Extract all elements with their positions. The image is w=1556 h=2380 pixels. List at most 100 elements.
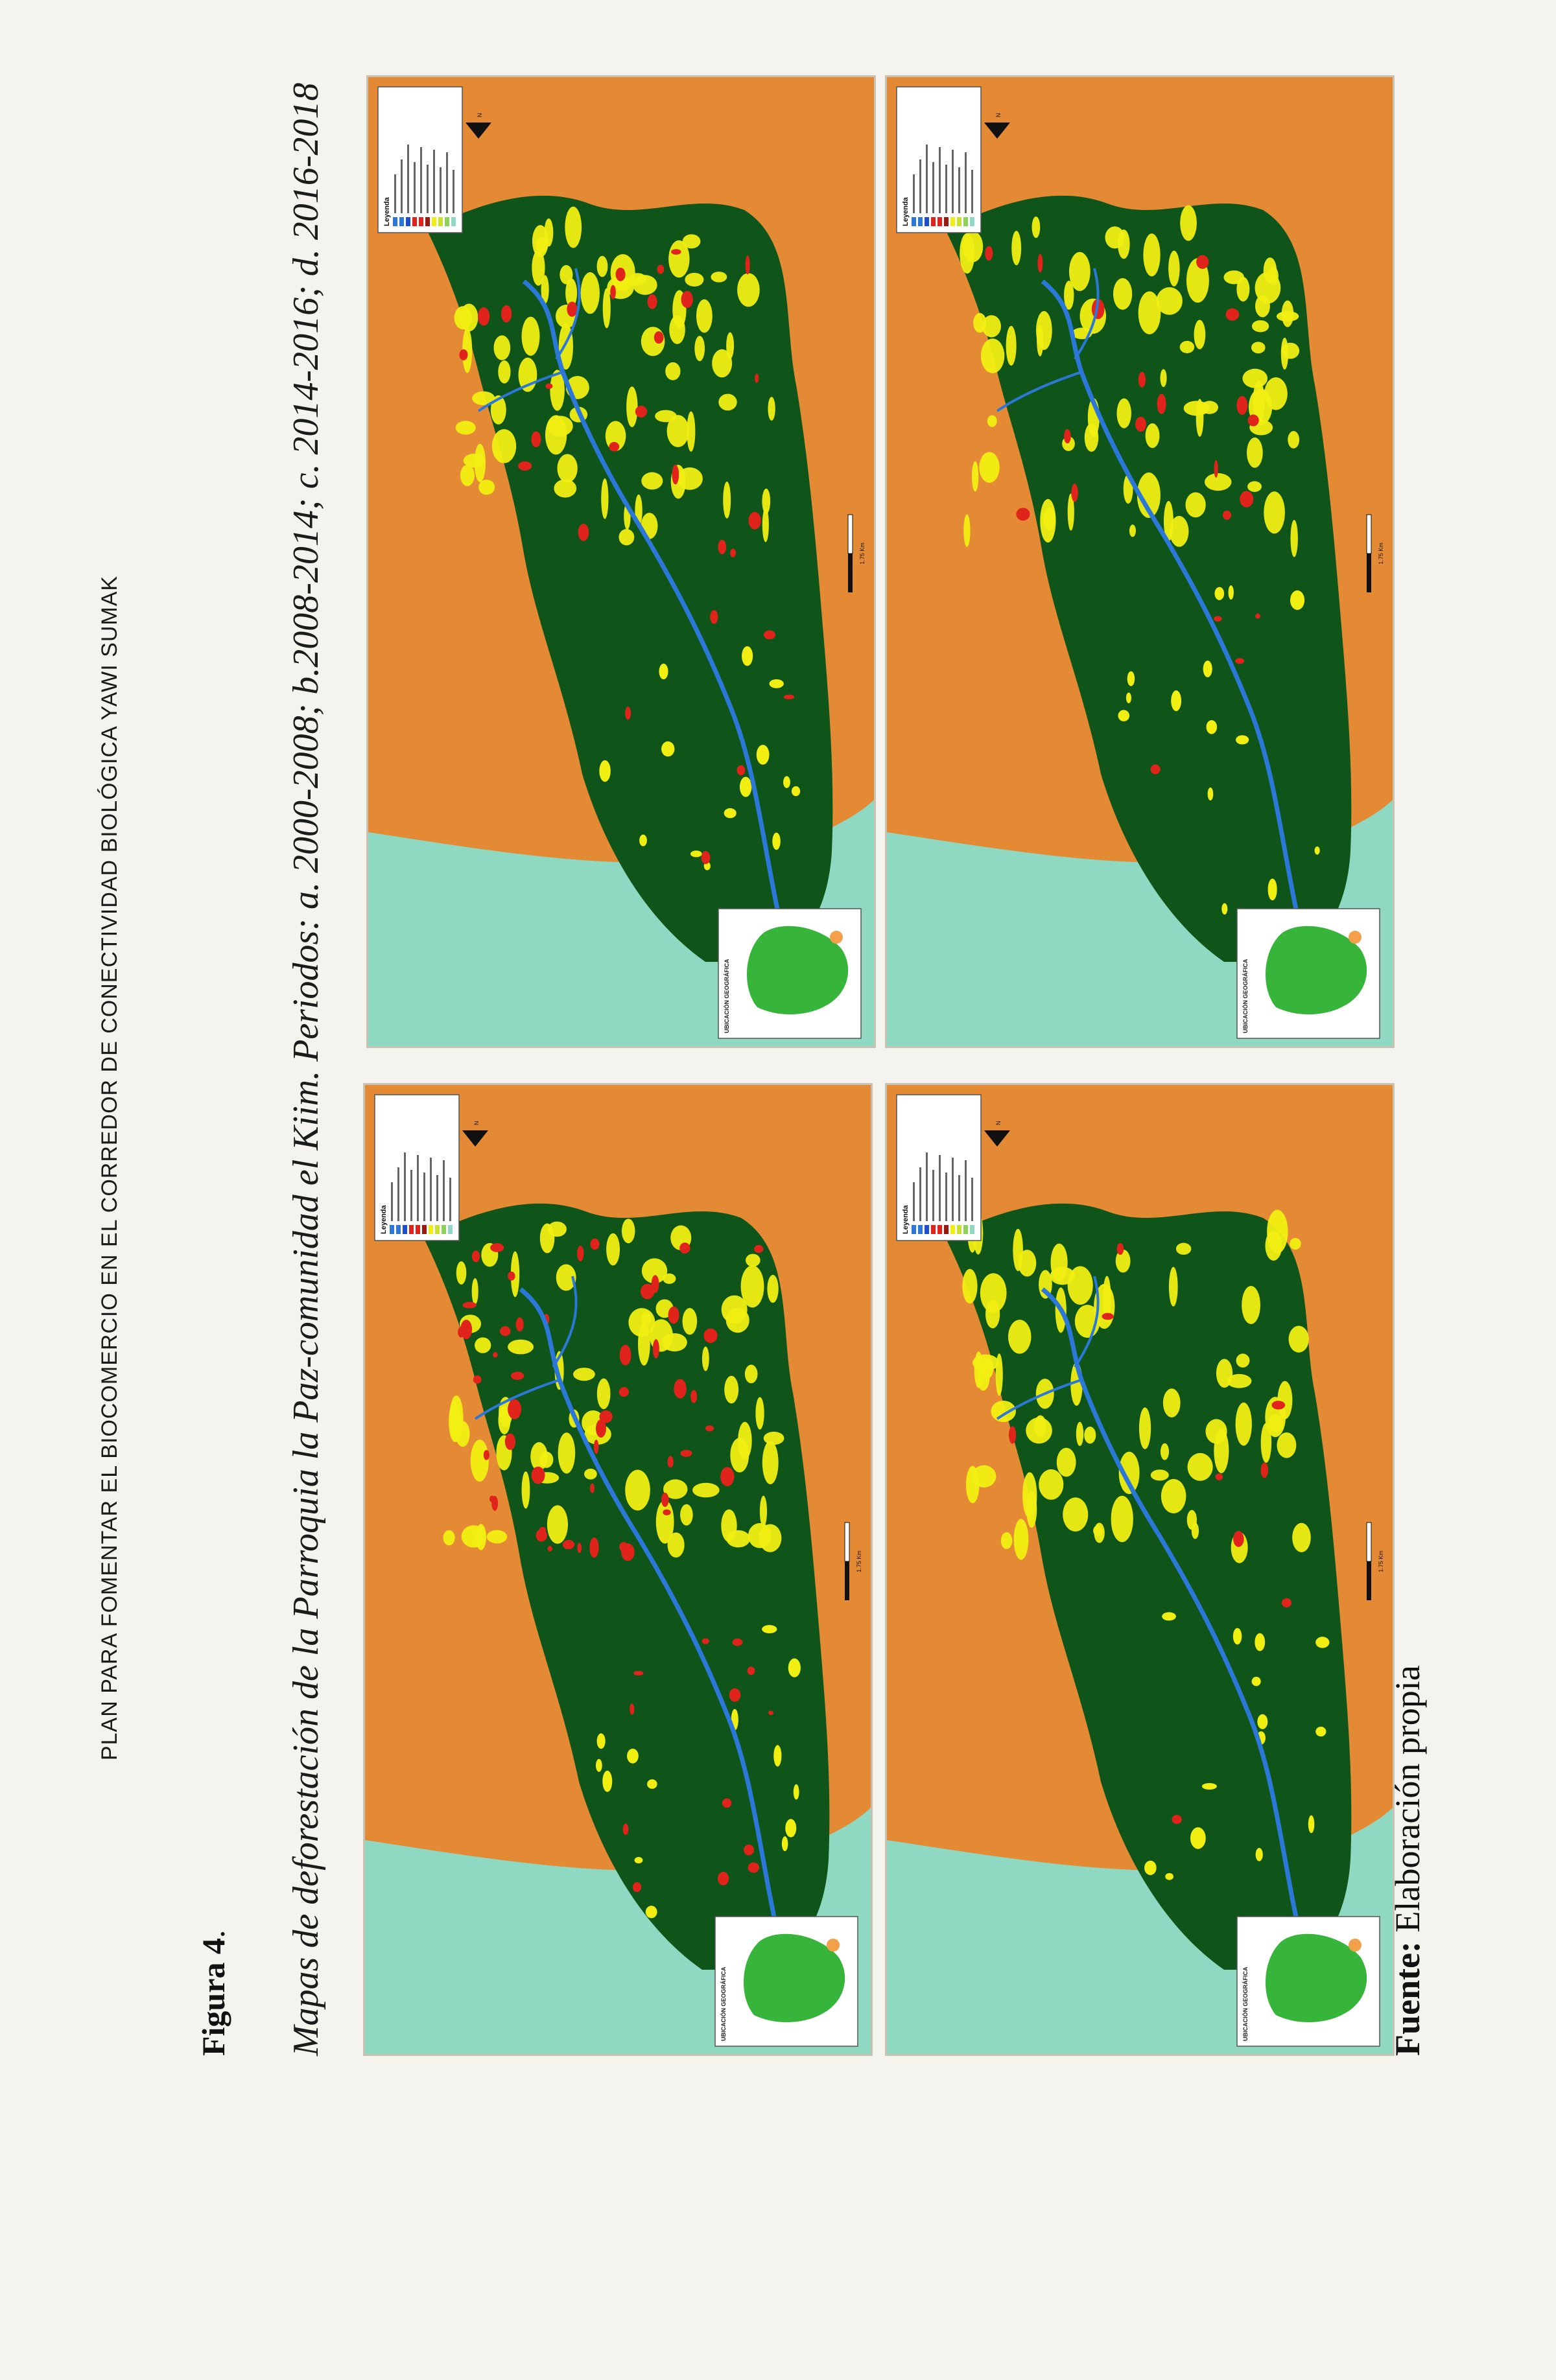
legend-entry-text-line	[449, 1178, 451, 1221]
crop-patch	[1180, 205, 1197, 241]
deforestation-patch	[674, 1379, 687, 1399]
crop-patch	[461, 1525, 486, 1548]
crop-patch	[1076, 1421, 1084, 1447]
crop-patch	[1308, 1815, 1315, 1834]
deforestation-patch	[667, 1456, 674, 1468]
crop-patch	[661, 741, 675, 757]
legend-swatch	[406, 217, 410, 226]
figure-label-suffix: .	[195, 1930, 231, 1939]
crop-patch	[1068, 251, 1090, 292]
crop-patch	[580, 272, 600, 314]
deforestation-patch	[747, 1666, 755, 1675]
deforestation-patch	[661, 1492, 669, 1507]
legend-entry-text-line	[913, 174, 915, 213]
crop-patch	[1156, 287, 1183, 315]
crop-patch	[682, 234, 701, 249]
crop-patch	[1126, 692, 1132, 703]
crop-patch	[596, 1733, 606, 1749]
legend-entry-text-line	[433, 150, 435, 213]
deforestation-patch	[764, 630, 776, 640]
legend-entry-text-line	[939, 147, 941, 213]
deforestation-patch	[633, 1670, 644, 1676]
crop-patch	[621, 1219, 635, 1244]
crop-patch	[1281, 342, 1300, 359]
river-line	[522, 279, 786, 937]
crop-patch	[685, 272, 704, 287]
crop-patch	[746, 1254, 760, 1267]
crop-patch	[1115, 1249, 1131, 1273]
map-canvas: UBICACIÓN GEOGRÁFICA Leyenda 1.75 Km N	[365, 1085, 871, 2054]
crop-patch	[987, 415, 997, 427]
deforestation-patch	[593, 1440, 599, 1454]
location-inset: UBICACIÓN GEOGRÁFICA	[714, 1916, 858, 2047]
crop-patch	[1031, 216, 1041, 239]
crop-patch	[557, 454, 578, 483]
crop-patch	[510, 1251, 520, 1298]
crop-patch	[1190, 1827, 1206, 1849]
crop-patch	[1201, 401, 1218, 414]
crop-patch	[1315, 1637, 1330, 1648]
legend-swatch	[448, 1225, 453, 1234]
crop-patch	[565, 206, 582, 248]
crop-patch	[1247, 481, 1262, 492]
deforestation-patch	[1116, 1243, 1124, 1255]
deforestation-patch	[652, 1339, 659, 1359]
crop-patch	[602, 288, 611, 329]
crop-patch	[663, 1273, 676, 1284]
crop-patch	[1267, 1414, 1284, 1432]
deforestation-patch	[1196, 255, 1209, 269]
crop-patch	[762, 488, 771, 514]
crop-patch	[762, 508, 769, 542]
crop-patch	[759, 1495, 768, 1527]
crop-patch	[1247, 438, 1263, 468]
crop-patch	[788, 1658, 801, 1677]
crop-patch	[1175, 1242, 1192, 1255]
deforestation-patch	[619, 1387, 629, 1397]
legend-swatch	[918, 1225, 923, 1234]
crop-patch	[659, 663, 668, 680]
crop-patch	[712, 349, 733, 378]
crop-patch	[694, 336, 705, 362]
deforestation-patch	[622, 1823, 629, 1836]
crop-patch	[1232, 1628, 1242, 1645]
deforestation-patch	[630, 1703, 635, 1715]
crop-patch	[475, 1337, 491, 1353]
deforestation-patch	[710, 610, 718, 624]
crop-patch	[1118, 710, 1130, 721]
crop-patch	[1127, 671, 1135, 686]
inset-title: UBICACIÓN GEOGRÁFICA	[720, 1966, 727, 2041]
legend-swatch	[438, 217, 443, 226]
deforestation-patch	[515, 1317, 524, 1332]
deforestation-patch	[703, 1328, 718, 1344]
legend-entry-text-line	[410, 1170, 412, 1221]
legend-swatch	[937, 217, 942, 226]
source-text: Elaboración propia	[1388, 1665, 1427, 1933]
crop-patch	[1035, 310, 1052, 350]
crop-patch	[639, 834, 647, 846]
map-canvas: UBICACIÓN GEOGRÁFICA Leyenda 1.75 Km N	[368, 77, 874, 1046]
deforestation-patch	[504, 1433, 516, 1451]
scale-bar: 1.75 Km	[847, 514, 866, 592]
running-header: PLAN PARA FOMENTAR EL BIOCOMERCIO EN EL …	[97, 575, 122, 1761]
legend-swatch	[950, 1225, 955, 1234]
crop-patch	[1013, 1519, 1029, 1560]
deforestation-patch	[577, 1543, 582, 1554]
crop-patch	[995, 1353, 1003, 1396]
crop-patch	[739, 776, 752, 797]
crop-patch	[627, 1748, 639, 1764]
deforestation-patch	[531, 1466, 545, 1484]
crop-patch	[718, 393, 737, 411]
crop-patch	[1290, 520, 1298, 557]
legend-swatch	[957, 1225, 961, 1234]
crop-patch	[1223, 270, 1245, 285]
deforestation-patch	[690, 1390, 698, 1403]
study-area-marker	[1349, 931, 1362, 944]
location-inset: UBICACIÓN GEOGRÁFICA	[1236, 908, 1380, 1039]
crop-patch	[1008, 1320, 1031, 1354]
deforestation-patch	[518, 461, 532, 471]
legend-entry-text-line	[913, 1182, 915, 1221]
deforestation-patch	[1222, 510, 1232, 520]
crop-patch	[443, 1530, 455, 1546]
crop-patch	[1138, 291, 1161, 334]
legend-swatch	[912, 1225, 916, 1234]
